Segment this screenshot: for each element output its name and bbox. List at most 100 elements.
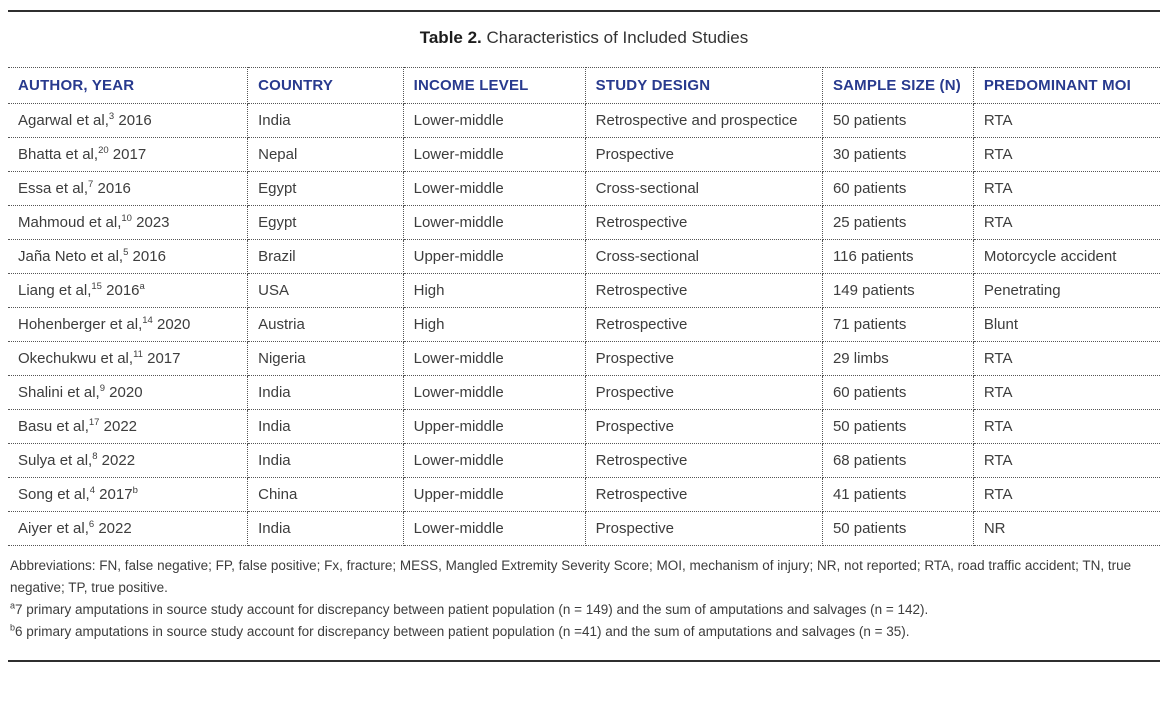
cell-study-design: Cross-sectional [585,171,823,206]
author-name: Shalini et al, [18,383,100,401]
cell-income-level: Lower-middle [403,205,586,240]
cell-predominant-moi: Blunt [973,307,1160,342]
cell-income-level: High [403,307,586,342]
cell-study-design: Prospective [585,375,823,410]
footnote-a: a7 primary amputations in source study a… [10,599,1158,621]
cell-study-design: Cross-sectional [585,239,823,274]
cell-sample-size: 71 patients [822,307,974,342]
cell-country: Austria [247,307,404,342]
reference-superscript: 5 [123,246,129,258]
studies-table: AUTHOR, YEAR COUNTRY INCOME LEVEL STUDY … [8,67,1160,546]
author-name: Okechukwu et al, [18,349,134,367]
table-header: AUTHOR, YEAR COUNTRY INCOME LEVEL STUDY … [8,67,1160,104]
cell-predominant-moi: RTA [973,137,1160,172]
table-label: Table 2. [419,28,482,47]
cell-study-design: Retrospective [585,273,823,308]
footnote-a-marker: a [10,600,16,611]
reference-superscript: 6 [88,518,95,530]
header-predominant-moi: PREDOMINANT MOI [973,67,1160,104]
table-row: Hohenberger et al,14 2020 Austria High Retr… [8,307,1160,342]
cell-country: Egypt [247,205,404,240]
footnote-marker: a [139,280,145,292]
cell-predominant-moi: RTA [973,409,1160,444]
cell-author-year: Shalini et al,9 2020 [8,375,249,410]
cell-sample-size: 50 patients [822,409,974,444]
cell-author-year: Hohenberger et al,14 2020 [8,307,249,342]
author-year: 2016 [101,281,140,299]
table-row: Aiyer et al,6 2022 India Lower-middle Prosp… [8,511,1160,546]
cell-income-level: Upper-middle [403,477,586,512]
table-row: Jaña Neto et al,5 2016 Brazil Upper-middle… [8,239,1160,274]
cell-study-design: Retrospective [585,205,823,240]
author-name: Sulya et al, [18,451,93,469]
cell-country: India [247,375,404,410]
cell-country: India [247,103,404,138]
author-name: Jaña Neto et al, [18,247,124,265]
cell-author-year: Bhatta et al,20 2017 [8,137,249,172]
author-year: 2022 [97,451,136,469]
cell-author-year: Aiyer et al,6 2022 [8,511,249,546]
cell-income-level: Lower-middle [403,103,586,138]
footnote-b: b6 primary amputations in source study a… [10,621,1158,643]
cell-author-year: Mahmoud et al,10 2023 [8,205,249,240]
table-row: Basu et al,17 2022 India Upper-middle Prosp… [8,409,1160,444]
document-page: Table 2. Characteristics of Included Stu… [8,10,1160,662]
author-name: Basu et al, [18,417,89,435]
author-year: 2020 [105,383,143,401]
cell-author-year: Liang et al,15 2016a [8,273,249,308]
cell-sample-size: 60 patients [822,375,974,410]
cell-income-level: Lower-middle [403,511,586,546]
cell-sample-size: 50 patients [822,511,974,546]
author-year: 2022 [99,417,138,435]
cell-income-level: Lower-middle [403,137,586,172]
cell-sample-size: 41 patients [822,477,974,512]
author-year: 2022 [94,519,132,537]
cell-sample-size: 25 patients [822,205,974,240]
reference-superscript: 7 [88,178,94,190]
cell-study-design: Retrospective [585,477,823,512]
header-income-level: INCOME LEVEL [403,67,586,104]
author-year: 2020 [152,315,191,333]
cell-author-year: Agarwal et al,3 2016 [8,103,249,138]
table-row: Liang et al,15 2016a USA High Retrospective… [8,273,1160,308]
cell-sample-size: 60 patients [822,171,974,206]
cell-predominant-moi: NR [973,511,1160,546]
header-row: AUTHOR, YEAR COUNTRY INCOME LEVEL STUDY … [8,67,1160,104]
author-year: 2016 [93,179,131,197]
author-name: Agarwal et al, [18,111,109,129]
cell-sample-size: 68 patients [822,443,974,478]
cell-country: India [247,511,404,546]
reference-superscript: 9 [99,382,106,394]
cell-author-year: Essa et al,7 2016 [8,171,249,206]
table-row: Mahmoud et al,10 2023 Egypt Lower-middle Re… [8,205,1160,240]
footnote-a-text: 7 primary amputations in source study ac… [15,602,929,617]
cell-predominant-moi: RTA [973,375,1160,410]
reference-superscript: 8 [92,450,98,462]
author-year: 2016 [114,111,152,129]
cell-author-year: Sulya et al,8 2022 [8,443,249,478]
cell-predominant-moi: RTA [973,443,1160,478]
cell-country: India [247,443,404,478]
cell-study-design: Retrospective [585,443,823,478]
cell-sample-size: 149 patients [822,273,974,308]
footnote-b-marker: b [10,622,16,633]
cell-income-level: Lower-middle [403,171,586,206]
reference-superscript: 4 [89,484,96,496]
cell-predominant-moi: RTA [973,103,1160,138]
reference-superscript: 17 [88,416,100,428]
cell-predominant-moi: RTA [973,341,1160,376]
cell-sample-size: 50 patients [822,103,974,138]
cell-country: China [247,477,404,512]
table-row: Essa et al,7 2016 Egypt Lower-middle Cross-… [8,171,1160,206]
cell-country: Nepal [247,137,404,172]
cell-study-design: Prospective [585,409,823,444]
header-country: COUNTRY [247,67,404,104]
cell-study-design: Retrospective [585,307,823,342]
author-name: Aiyer et al, [18,519,89,537]
table-row: Shalini et al,9 2020 India Lower-middle Pro… [8,375,1160,410]
author-year: 2017 [95,485,133,503]
cell-author-year: Jaña Neto et al,5 2016 [8,239,249,274]
table-body: Agarwal et al,3 2016 India Lower-middle Ret… [8,103,1160,546]
author-name: Mahmoud et al, [18,213,122,231]
top-rule [8,10,1160,12]
